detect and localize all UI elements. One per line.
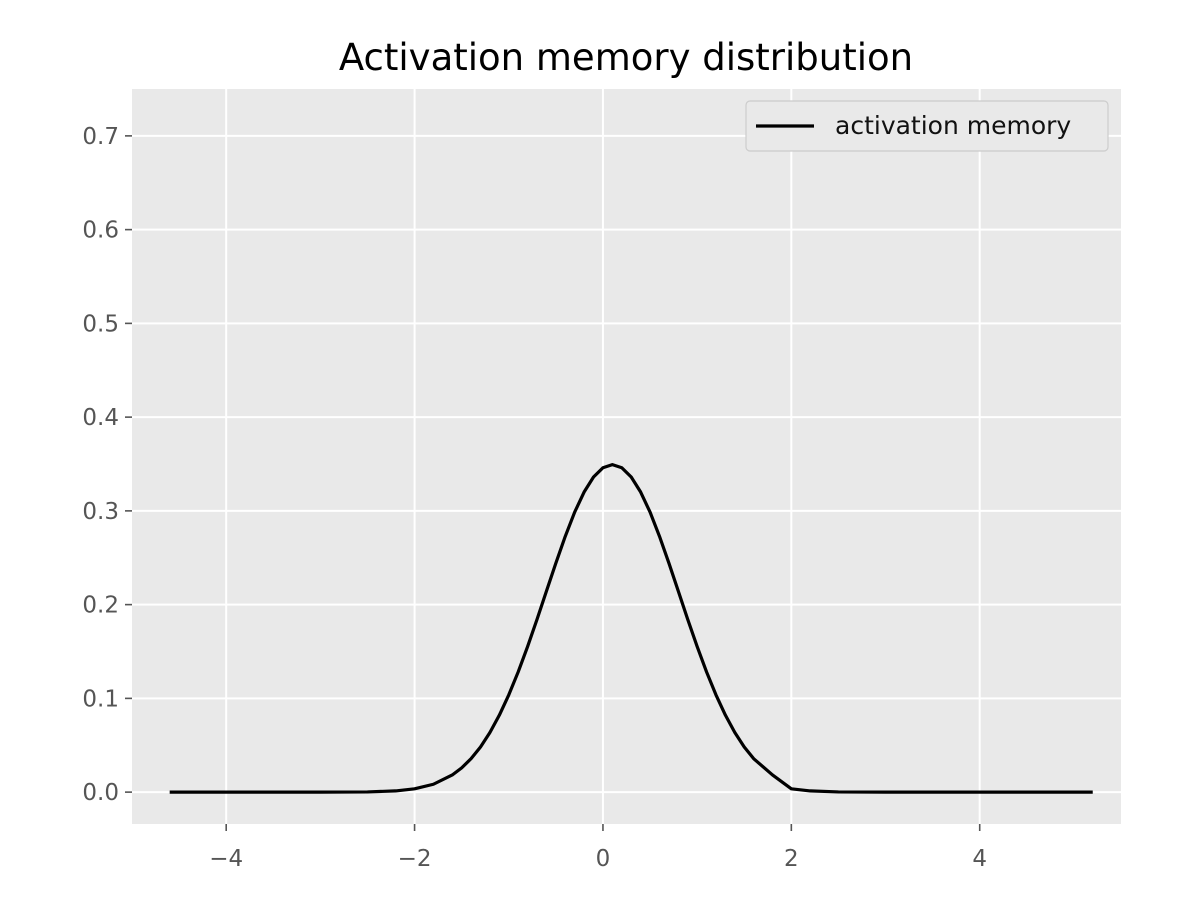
y-tick-label: 0.2 — [82, 593, 119, 619]
series-line — [169, 463, 1093, 794]
x-tick-label: 0 — [596, 846, 611, 872]
legend-box — [745, 100, 1109, 152]
y-tick-label: 0.4 — [82, 405, 119, 431]
y-tick-label: 0.6 — [82, 218, 119, 244]
y-tick-label: 0.7 — [82, 124, 119, 150]
legend-label: activation memory — [835, 111, 1071, 140]
legend: activation memory — [745, 100, 1109, 152]
x-tick-label: 2 — [784, 846, 799, 872]
series-layer — [169, 463, 1093, 794]
y-tick-label: 0.0 — [82, 780, 119, 806]
tick-layer: −4 −2 0 2 4 0.0 0.1 0.2 0.3 0.4 0.5 0.6 0.7 — [82, 124, 987, 872]
x-tick-label: 4 — [972, 846, 987, 872]
x-tick-label: −2 — [398, 846, 432, 872]
axes-background — [132, 89, 1121, 824]
y-tick-label: 0.1 — [82, 686, 119, 712]
chart-title: Activation memory distribution — [339, 36, 913, 79]
y-tick-label: 0.5 — [82, 311, 119, 337]
x-tick-label: −4 — [209, 846, 243, 872]
plot-area — [132, 89, 1121, 824]
y-tick-label: 0.3 — [82, 499, 119, 525]
